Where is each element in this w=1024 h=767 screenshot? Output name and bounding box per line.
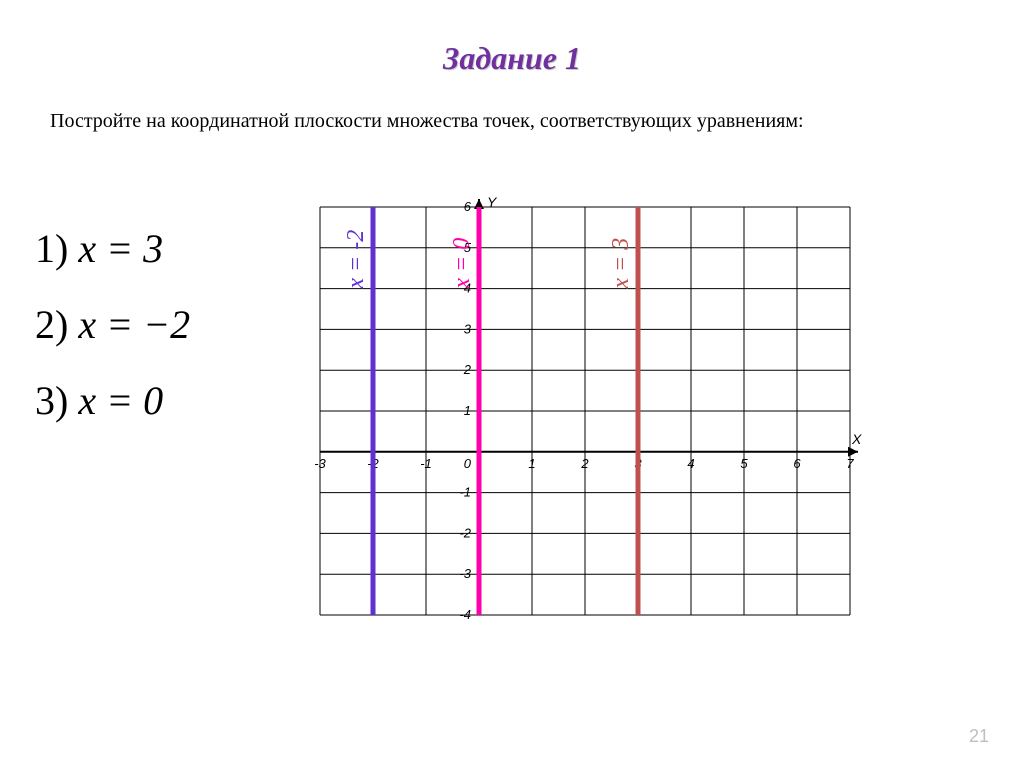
svg-text:1: 1 [528,456,535,471]
svg-text:-3: -3 [314,456,326,471]
page-title: Задание 1 [443,40,581,77]
svg-text:6: 6 [793,456,801,471]
svg-text:0: 0 [464,456,472,471]
svg-text:x = 3: x = 3 [608,238,634,290]
svg-text:2: 2 [580,456,589,471]
svg-text:5: 5 [740,456,748,471]
instruction-text: Постройте на координатной плоскости множ… [50,108,804,134]
eq-num-3: 3) [35,378,68,423]
svg-text:-1: -1 [459,485,471,500]
svg-text:-1: -1 [420,456,432,471]
eq-expr-1: x = 3 [78,226,163,271]
eq-num-1: 1) [35,226,68,271]
svg-text:4: 4 [687,456,694,471]
svg-text:-3: -3 [459,566,471,581]
page-number: 21 [969,726,989,747]
svg-text:1: 1 [464,403,471,418]
svg-text:-2: -2 [459,525,471,540]
eq-expr-2: x = −2 [78,302,190,347]
svg-text:3: 3 [464,321,472,336]
equation-list: 1) x = 3 2) x = −2 3) x = 0 [35,215,190,443]
equation-1: 1) x = 3 [35,215,190,283]
svg-text:Y: Y [487,195,498,210]
svg-text:X: X [851,431,862,447]
eq-expr-3: x = 0 [78,378,163,423]
svg-text:x = 0: x = 0 [449,238,475,290]
chart-svg: -3-2-11234567-4-3-2-11234560XYx = -2x = … [310,195,870,635]
equation-3: 3) x = 0 [35,367,190,435]
svg-text:-4: -4 [459,607,471,622]
svg-text:7: 7 [846,456,854,471]
eq-num-2: 2) [35,302,68,347]
coordinate-chart: -3-2-11234567-4-3-2-11234560XYx = -2x = … [310,195,870,635]
svg-text:6: 6 [464,199,472,214]
equation-2: 2) x = −2 [35,291,190,359]
svg-text:x = -2: x = -2 [343,230,369,290]
svg-text:2: 2 [463,362,472,377]
